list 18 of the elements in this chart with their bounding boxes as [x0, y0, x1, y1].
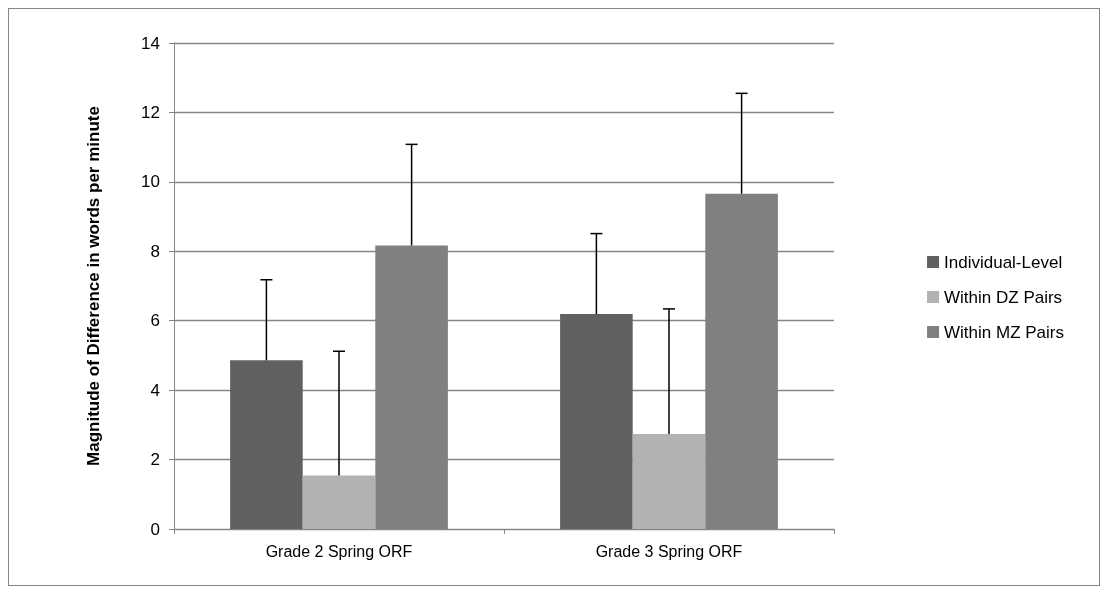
bar [632, 433, 706, 529]
bar [230, 360, 303, 529]
y-tick-label: 8 [150, 241, 160, 261]
legend-label: Within DZ Pairs [944, 287, 1063, 307]
y-tick-label: 2 [150, 450, 160, 470]
x-tick-label: Grade 2 Spring ORF [265, 542, 413, 560]
y-axis-title: Magnitude of Difference in words per minute [83, 106, 103, 466]
bar [560, 314, 633, 529]
y-tick-label: 12 [141, 102, 160, 122]
y-tick-label: 0 [150, 519, 160, 539]
y-tick-label: 4 [150, 380, 160, 400]
bar [302, 475, 376, 529]
y-tick-label: 14 [141, 33, 160, 53]
y-tick-label: 10 [141, 172, 160, 192]
x-tick-label: Grade 3 Spring ORF [595, 542, 743, 560]
y-tick-label: 6 [150, 311, 160, 331]
legend-label: Within MZ Pairs [944, 322, 1065, 342]
legend-label: Individual-Level [944, 252, 1063, 272]
